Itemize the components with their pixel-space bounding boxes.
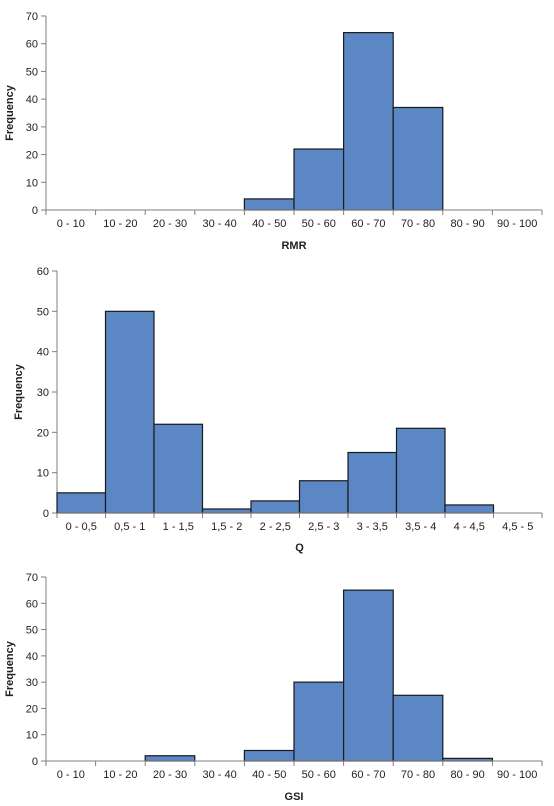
x-tick-label: 3 - 3,5 xyxy=(357,521,388,533)
x-tick-label: 10 - 20 xyxy=(103,769,137,781)
x-axis-title: GSI xyxy=(285,791,304,803)
y-tick-label: 50 xyxy=(37,306,49,318)
bar xyxy=(444,504,495,514)
y-tick-label: 20 xyxy=(26,703,38,715)
y-axis-title: Frequency xyxy=(13,363,25,420)
y-axis-title: Frequency xyxy=(4,640,16,697)
x-tick-label: 70 - 80 xyxy=(401,218,435,230)
bar xyxy=(298,480,349,514)
y-tick-label: 60 xyxy=(26,39,38,51)
y-tick-label: 40 xyxy=(37,347,49,359)
y-tick-label: 30 xyxy=(26,677,38,689)
x-tick-label: 60 - 70 xyxy=(351,769,385,781)
x-axis-title: RMR xyxy=(281,240,306,252)
x-tick-label: 3,5 - 4 xyxy=(405,521,436,533)
x-tick-label: 0 - 10 xyxy=(57,769,85,781)
y-tick-label: 20 xyxy=(26,150,38,162)
y-tick-label: 10 xyxy=(26,177,38,189)
bar xyxy=(250,500,301,514)
x-tick-label: 1 - 1,5 xyxy=(163,521,194,533)
y-tick-label: 20 xyxy=(37,427,49,439)
chart-gsi: 0 10 20 30 40 50 60 70 0 - 10 10 - 20 20 - 30 30 - … xyxy=(4,572,543,803)
y-tick-label: 0 xyxy=(32,205,38,217)
x-tick-label: 40 - 50 xyxy=(252,218,286,230)
chart-q: 0 10 20 30 40 50 60 0 - 0,5 0,5 - 1 1 - 1,5 1,5 - … xyxy=(13,266,543,554)
x-tick-label: 80 - 90 xyxy=(450,218,484,230)
bar xyxy=(395,427,446,514)
bar xyxy=(392,694,444,762)
x-tick-label: 50 - 60 xyxy=(302,769,336,781)
y-tick-label: 0 xyxy=(32,756,38,768)
bar xyxy=(343,589,394,762)
x-tick-label: 4,5 - 5 xyxy=(502,521,533,533)
x-tick-label: 20 - 30 xyxy=(153,218,187,230)
y-tick-label: 10 xyxy=(26,730,38,742)
x-tick-label: 70 - 80 xyxy=(401,769,435,781)
bar xyxy=(243,198,295,211)
bar xyxy=(144,755,196,762)
x-tick-label: 90 - 100 xyxy=(497,218,537,230)
x-tick-label: 0 - 0,5 xyxy=(66,521,97,533)
y-tick-label: 70 xyxy=(26,572,38,584)
y-tick-label: 10 xyxy=(37,468,49,480)
x-tick-label: 10 - 20 xyxy=(103,218,137,230)
x-tick-label: 1,5 - 2 xyxy=(211,521,242,533)
x-tick-label: 50 - 60 xyxy=(302,218,336,230)
bar xyxy=(343,32,394,211)
x-tick-label: 60 - 70 xyxy=(351,218,385,230)
y-tick-label: 30 xyxy=(37,387,49,399)
y-tick-label: 50 xyxy=(26,66,38,78)
bar xyxy=(347,451,398,514)
bar xyxy=(243,749,295,762)
y-tick-label: 40 xyxy=(26,94,38,106)
bar xyxy=(293,681,345,762)
y-tick-label: 60 xyxy=(26,598,38,610)
x-tick-label: 2 - 2,5 xyxy=(260,521,291,533)
y-tick-label: 70 xyxy=(26,11,38,23)
x-tick-label: 40 - 50 xyxy=(252,769,286,781)
bar xyxy=(56,492,107,514)
y-axis-title: Frequency xyxy=(4,84,16,141)
x-axis-title: Q xyxy=(295,542,304,554)
y-tick-label: 30 xyxy=(26,122,38,134)
bar xyxy=(153,423,204,514)
x-tick-label: 90 - 100 xyxy=(497,769,537,781)
y-tick-label: 0 xyxy=(43,508,49,520)
bar xyxy=(201,508,252,514)
x-tick-label: 20 - 30 xyxy=(153,769,187,781)
bar xyxy=(104,310,155,514)
bar xyxy=(392,106,444,211)
x-tick-label: 2,5 - 3 xyxy=(308,521,339,533)
x-tick-label: 30 - 40 xyxy=(202,218,236,230)
y-tick-label: 40 xyxy=(26,651,38,663)
chart-rmr: 0 10 20 30 40 50 60 70 0 - 10 10 - 20 20 - 30 30 - … xyxy=(4,11,543,252)
x-tick-label: 4 - 4,5 xyxy=(454,521,485,533)
x-tick-label: 80 - 90 xyxy=(450,769,484,781)
y-tick-label: 60 xyxy=(37,266,49,278)
bar xyxy=(293,148,345,211)
x-tick-label: 0 - 10 xyxy=(57,218,85,230)
y-tick-label: 50 xyxy=(26,625,38,637)
x-tick-label: 30 - 40 xyxy=(202,769,236,781)
x-tick-label: 0,5 - 1 xyxy=(114,521,145,533)
